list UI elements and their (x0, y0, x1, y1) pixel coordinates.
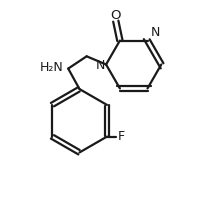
Text: N: N (96, 59, 105, 72)
Text: H₂N: H₂N (39, 61, 63, 74)
Text: N: N (151, 26, 160, 39)
Text: F: F (118, 130, 125, 143)
Text: O: O (111, 9, 121, 22)
